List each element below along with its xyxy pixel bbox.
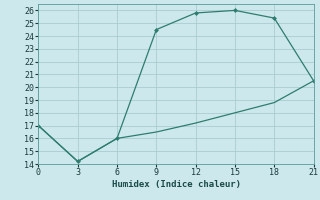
X-axis label: Humidex (Indice chaleur): Humidex (Indice chaleur) <box>111 180 241 189</box>
